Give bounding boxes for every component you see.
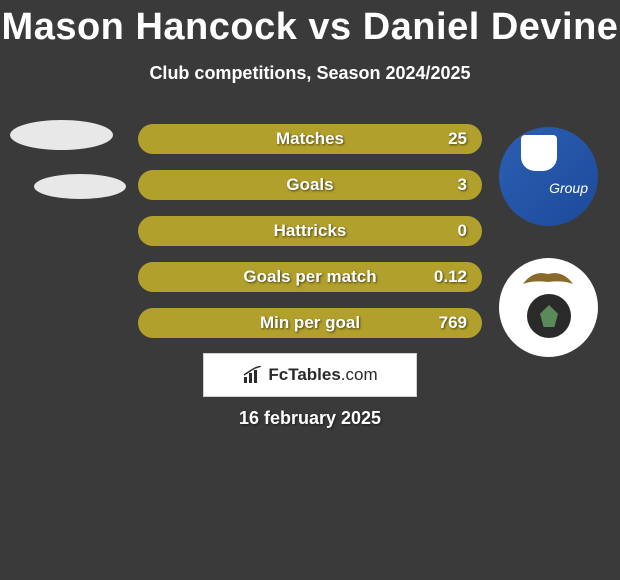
club-badge-bottom [499, 258, 598, 357]
right-badges [499, 127, 598, 389]
stat-value: 0.12 [434, 267, 467, 287]
stat-label: Goals [286, 175, 333, 195]
stat-value: 25 [448, 129, 467, 149]
placeholder-ellipse [10, 120, 113, 150]
stat-bar: Goals 3 [138, 170, 482, 200]
club-badge-top [499, 127, 598, 226]
placeholder-ellipse [34, 174, 126, 199]
fctables-logo: FcTables.com [203, 353, 417, 397]
stat-bars: Matches 25 Goals 3 Hattricks 0 Goals per match… [138, 124, 482, 354]
stat-bar: Min per goal 769 [138, 308, 482, 338]
stat-label: Min per goal [260, 313, 360, 333]
stat-bar: Matches 25 [138, 124, 482, 154]
date-label: 16 february 2025 [0, 408, 620, 429]
stat-label: Hattricks [274, 221, 347, 241]
stat-bar: Goals per match 0.12 [138, 262, 482, 292]
stat-bar: Hattricks 0 [138, 216, 482, 246]
chart-icon [242, 366, 264, 384]
stat-label: Goals per match [243, 267, 376, 287]
stat-value: 769 [439, 313, 467, 333]
stat-value: 0 [458, 221, 467, 241]
stat-label: Matches [276, 129, 344, 149]
subtitle: Club competitions, Season 2024/2025 [0, 63, 620, 84]
page-title: Mason Hancock vs Daniel Devine [0, 0, 620, 49]
stat-value: 3 [458, 175, 467, 195]
logo-text: FcTables.com [268, 365, 377, 385]
